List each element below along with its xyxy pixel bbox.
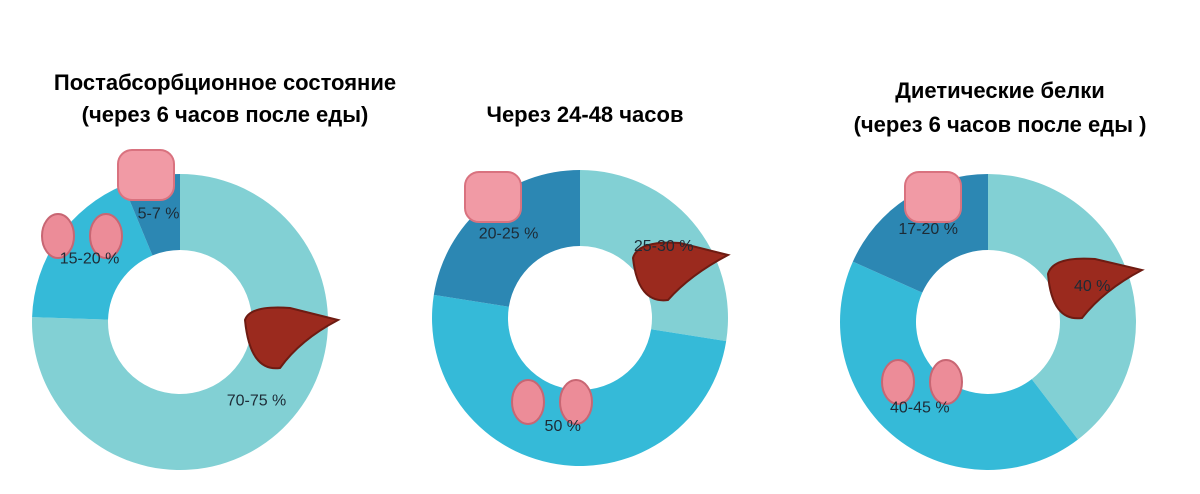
liver-icon — [243, 241, 1145, 370]
intestine-icon — [117, 149, 962, 223]
chart-title: Через 24-48 часов — [486, 102, 683, 127]
donut-segment — [31, 174, 329, 470]
value-label: 40-45 % — [890, 400, 950, 417]
value-label: 5-7 % — [138, 205, 180, 222]
value-label: 50 % — [545, 418, 581, 435]
value-label: 15-20 % — [60, 251, 120, 268]
chart-title: Диетические белки — [895, 78, 1105, 103]
value-label: 70-75 % — [227, 392, 287, 409]
donut-segment — [433, 170, 580, 307]
chart-title: Постабсорбционное состояние — [54, 70, 396, 95]
donut-segment — [432, 294, 727, 466]
donut-segment — [32, 185, 153, 320]
chart-title: (через 6 часов после еды) — [82, 102, 369, 127]
donut-segment — [840, 261, 1078, 470]
value-label: 17-20 % — [898, 221, 958, 238]
value-label: 40 % — [1074, 278, 1110, 295]
organ-icons — [41, 149, 1145, 425]
kidney-icon — [41, 213, 963, 425]
value-label: 20-25 % — [479, 226, 539, 243]
chart-title: (через 6 часов после еды ) — [854, 112, 1147, 137]
value-label: 25-30 % — [634, 238, 694, 255]
